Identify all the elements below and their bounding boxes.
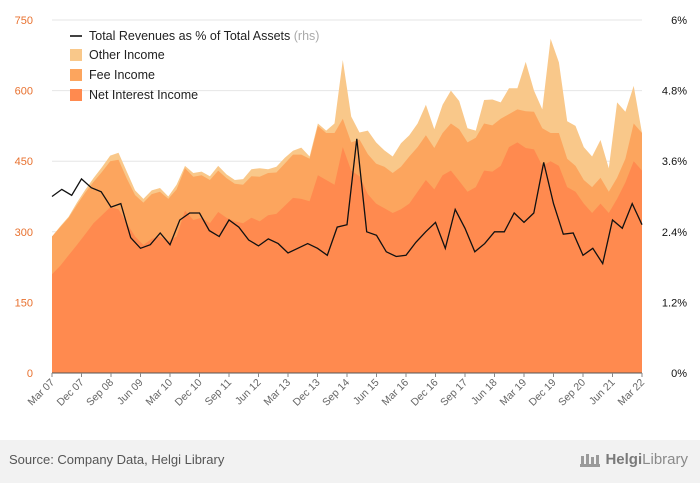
x-tick-label: Dec 16 [409,377,441,409]
x-tick-label: Mar 10 [144,377,176,409]
x-tick-label: Mar 19 [498,377,530,409]
y-left-tick-label: 150 [15,297,33,309]
y-right-tick-label: 1.2% [662,297,687,309]
legend-swatch-net-interest-income [70,89,82,101]
x-tick-label: Mar 16 [380,377,412,409]
x-tick-label: Jun 15 [351,377,382,408]
y-right-tick-label: 3.6% [662,156,687,168]
x-tick-label: Sep 08 [84,377,116,409]
line-total-revenues [51,138,643,266]
legend: Total Revenues as % of Total Assets (rhs… [70,29,319,102]
y-right-tick-label: 2.4% [662,227,687,239]
x-tick-label: Dec 07 [55,377,87,409]
x-tick-label: Sep 14 [320,377,352,409]
x-tick-label: Mar 07 [26,377,58,409]
legend-other-income: Other Income [89,48,165,62]
x-tick-label: Sep 11 [203,377,235,409]
x-tick-label: Jun 09 [115,377,146,408]
x-tick-label: Jun 21 [587,377,618,408]
y-left-tick-label: 450 [15,156,33,168]
footer: Source: Company Data, Helgi Library Helg… [0,440,700,483]
x-tick-label: Jun 18 [469,377,500,408]
y-right-tick-label: 4.8% [662,86,687,98]
x-tick-label: Sep 17 [438,377,470,409]
legend-net-interest-income: Net Interest Income [89,88,198,102]
chart-area: 0 150 300 450 600 750 0% 1.2% 2.4% 3.6% 4.8% 6% Mar … [15,15,688,409]
library-icon [580,454,601,467]
y-right-tick-label: 6% [671,15,687,27]
line-layer [51,138,643,266]
area-layers [52,38,642,374]
y-left-tick-label: 600 [15,86,33,98]
legend-fee-income: Fee Income [89,68,155,82]
x-tick-label: Dec 10 [173,377,205,409]
area-net-interest-income [52,142,642,373]
x-tick-label: Jun 12 [233,377,264,408]
x-tick-label: Dec 13 [291,377,323,409]
y-left-tick-label: 300 [15,227,33,239]
y-left-tick-label: 750 [15,15,33,27]
legend-total-revenues: Total Revenues as % of Total Assets (rhs… [89,29,319,43]
legend-swatch-other-income [70,49,82,61]
x-tick-label: Mar 13 [262,377,294,409]
legend-swatch-fee-income [70,69,82,81]
x-tick-label: Dec 19 [527,377,559,409]
x-tick-label: Sep 20 [556,377,588,409]
chart-svg: 0 150 300 450 600 750 0% 1.2% 2.4% 3.6% 4.8% 6% Mar … [15,15,688,409]
source-text: Source: Company Data, Helgi Library [9,452,225,467]
brand-name: HelgiLibrary [605,450,688,468]
brand-logo: HelgiLibrary [579,450,688,468]
y-left-tick-label: 0 [27,368,33,380]
y-right-tick-label: 0% [671,368,687,380]
x-tick-label: Mar 22 [616,377,648,409]
